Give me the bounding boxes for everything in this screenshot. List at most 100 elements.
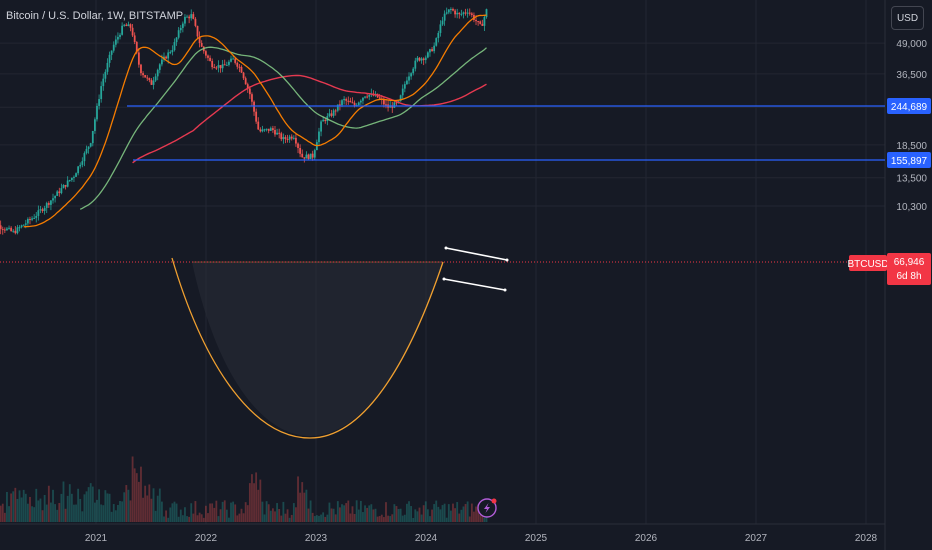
candle-body — [225, 64, 228, 66]
volume-bar — [104, 490, 107, 522]
volume-bar — [246, 505, 249, 522]
volume-bar — [225, 509, 228, 522]
candle-body — [458, 12, 461, 15]
volume-bar — [397, 509, 400, 522]
horizontal-price-lines[interactable] — [127, 105, 885, 161]
volume-bar — [152, 488, 155, 522]
candle-body — [320, 121, 322, 132]
candle-body — [125, 24, 128, 27]
volume-bar — [146, 495, 149, 522]
flag-handle[interactable] — [505, 258, 509, 262]
current-price-label: 66,946 — [894, 257, 925, 268]
bull-flag-drawing[interactable] — [442, 246, 509, 292]
time-axis-label: 2023 — [305, 533, 328, 544]
candle-body — [64, 185, 67, 187]
candle-body — [368, 94, 371, 97]
volume-bar — [376, 516, 379, 522]
flag-channel-line[interactable] — [445, 247, 508, 261]
candle-body — [12, 230, 15, 232]
candle-body — [349, 100, 352, 103]
volume-bar — [477, 504, 480, 522]
time-axis[interactable]: 2021 2022 2023 2024 2025 2026 2027 2028 — [85, 533, 878, 544]
candle-body — [169, 52, 172, 54]
candle-body — [31, 218, 33, 220]
volume-bar — [380, 514, 383, 522]
volume-bar — [171, 503, 174, 522]
volume-bar — [75, 504, 77, 522]
volume-bar — [240, 508, 243, 522]
volume-bar — [87, 487, 90, 522]
candle-body — [54, 195, 57, 199]
candle-body — [196, 25, 199, 37]
volume-bar — [77, 488, 80, 522]
candle-body — [26, 218, 29, 224]
cup-curve-drawing[interactable] — [171, 257, 444, 439]
candle-body — [47, 203, 50, 205]
candle-body — [408, 76, 410, 81]
candle-body — [52, 198, 54, 201]
volume-bar — [223, 500, 226, 522]
countdown-label: 6d 8h — [896, 271, 921, 282]
volume-bar — [60, 493, 63, 522]
volume-bar — [100, 504, 103, 522]
symbol-tag — [849, 255, 887, 271]
candle-body — [341, 100, 343, 106]
volume-bar — [198, 512, 201, 522]
candle-body — [401, 88, 404, 96]
volume-bar — [349, 513, 352, 522]
cup-pattern-fill — [192, 262, 443, 436]
candle-body — [20, 225, 23, 228]
candle-body — [142, 73, 144, 76]
volume-bar — [357, 509, 360, 522]
candle-body — [41, 209, 44, 212]
volume-bar — [274, 511, 276, 522]
price-axis-label: 13,500 — [896, 174, 927, 185]
flag-handle[interactable] — [503, 288, 507, 292]
candle-body — [58, 191, 61, 194]
volume-bar — [188, 516, 191, 522]
currency-unit-button[interactable]: USD — [891, 6, 924, 30]
candle-body — [110, 50, 113, 55]
volume-bar — [433, 504, 436, 522]
volume-bar — [456, 502, 459, 522]
candle-body — [184, 16, 186, 24]
volume-bar — [37, 500, 40, 522]
volume-bar — [372, 509, 375, 522]
volume-bar — [184, 507, 186, 522]
candle-body — [37, 210, 40, 216]
volume-bar — [422, 505, 425, 522]
candle-body — [332, 110, 335, 116]
volume-bar — [452, 503, 454, 522]
candle-body — [271, 128, 274, 130]
candle-body — [311, 153, 314, 158]
volume-bar — [395, 506, 398, 522]
candle-body — [156, 69, 159, 77]
volume-bar — [6, 491, 8, 522]
volume-bar — [351, 506, 354, 522]
candle-body — [345, 98, 348, 101]
volume-bar — [462, 506, 465, 522]
volume-bar — [475, 506, 477, 522]
volume-bar — [297, 476, 299, 522]
candle-body — [447, 9, 450, 13]
volume-bar — [1, 503, 4, 522]
flag-handle[interactable] — [444, 246, 448, 250]
candle-body — [35, 215, 38, 218]
volume-bar — [416, 511, 419, 522]
candle-body — [146, 77, 149, 79]
flag-handle[interactable] — [442, 277, 446, 281]
volume-bar — [133, 468, 136, 522]
candle-body — [173, 42, 176, 51]
candle-body — [299, 148, 302, 154]
volume-bar — [261, 501, 264, 522]
candle-body — [328, 113, 331, 117]
volume-bar — [309, 500, 312, 522]
price-axis-label: 18,500 — [896, 141, 927, 152]
flag-channel-line[interactable] — [443, 278, 506, 291]
volume-bar — [347, 500, 350, 522]
lightning-bolt-icon[interactable] — [477, 498, 497, 518]
volume-bar — [83, 494, 86, 522]
volume-bar — [204, 505, 207, 522]
candle-body — [470, 13, 473, 15]
